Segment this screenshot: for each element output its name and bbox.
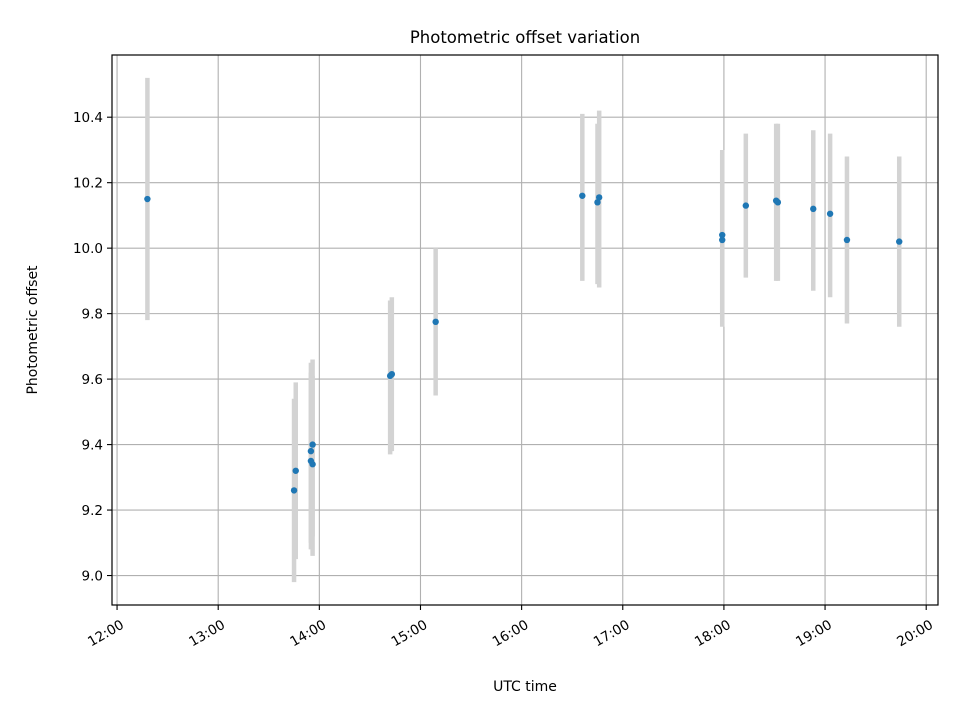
- x-axis-label: UTC time: [493, 679, 557, 695]
- y-tick-label: 9.2: [82, 503, 103, 519]
- y-axis-label: Photometric offset: [25, 265, 41, 395]
- grid: [112, 55, 938, 605]
- y-tick-label: 9.8: [82, 307, 103, 323]
- y-tick-label: 9.4: [82, 438, 103, 454]
- data-point: [144, 195, 151, 203]
- data-point: [843, 236, 851, 244]
- data-point: [290, 487, 298, 494]
- data-point: [826, 210, 834, 217]
- data-point: [742, 202, 750, 209]
- data-point: [309, 461, 316, 468]
- y-axis-ticks: 9.0 9.2 9.4 9.6 9.8 10.0 10.2 10.4: [73, 110, 112, 585]
- data-point: [388, 370, 396, 378]
- data-point: [719, 231, 726, 239]
- data-points: [144, 192, 903, 494]
- data-point: [719, 236, 726, 244]
- plot-frame: [111, 54, 939, 606]
- data-point: [309, 441, 316, 448]
- data-point: [595, 194, 603, 201]
- data-point: [896, 238, 903, 245]
- data-point: [594, 199, 601, 206]
- data-point: [307, 447, 315, 455]
- y-tick-label: 9.6: [82, 372, 103, 388]
- chart-title: Photometric offset variation: [410, 28, 640, 47]
- y-tick-label: 10.4: [73, 110, 103, 126]
- y-tick-label: 9.0: [82, 569, 103, 585]
- data-point: [579, 192, 586, 199]
- y-tick-label: 10.2: [73, 176, 103, 192]
- data-point: [774, 199, 782, 206]
- y-tick-label: 10.0: [73, 241, 103, 257]
- data-point: [292, 467, 299, 474]
- data-point: [432, 318, 439, 326]
- data-point: [810, 205, 817, 213]
